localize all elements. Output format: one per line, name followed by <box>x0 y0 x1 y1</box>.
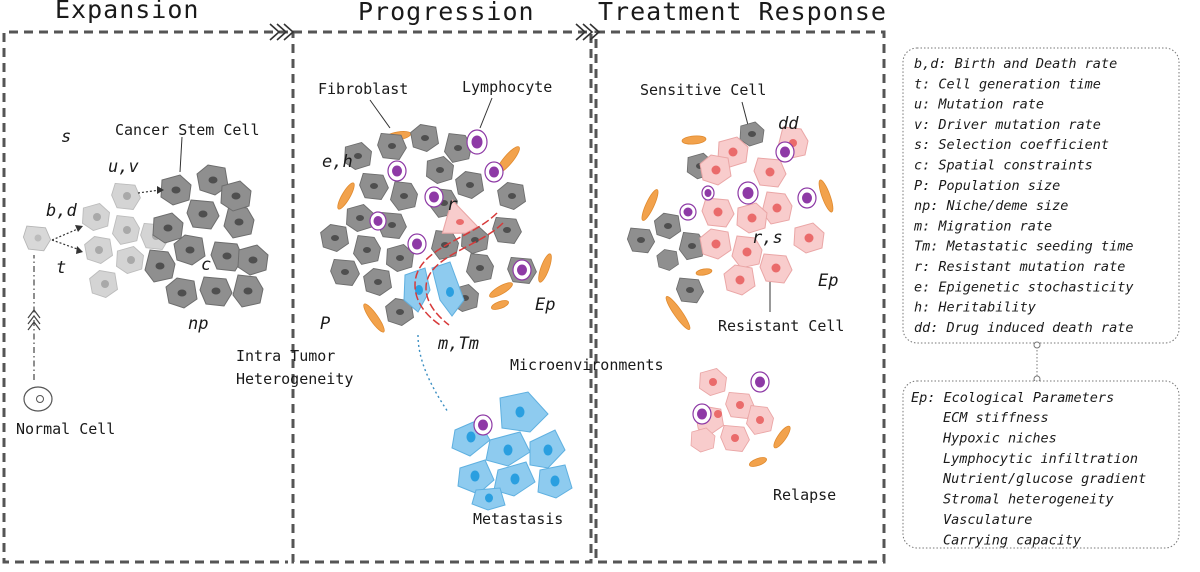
legend-connector-top <box>1033 341 1041 349</box>
normal-cell-label: Normal Cell <box>16 420 115 438</box>
stem-cell-pointer <box>179 136 183 173</box>
param-eh: e,h <box>322 152 353 172</box>
division-arrowheads <box>75 225 83 254</box>
lymphocytes <box>369 129 532 281</box>
legend-ecology-item: Lymphocytic infiltration <box>943 451 1138 467</box>
ecology-legend-box <box>902 380 1180 549</box>
legend-ecology-item: Hypoxic niches <box>942 430 1057 446</box>
legend-param-item: s: Selection coefficient <box>914 137 1109 153</box>
heterogeneity-label: Heterogeneity <box>236 370 353 388</box>
param-rs: r,s <box>752 228 783 248</box>
stem-cell-cluster <box>144 164 269 309</box>
stage-arrow-2 <box>575 23 601 41</box>
growth-arrow <box>27 255 41 380</box>
param-Ep: Ep <box>535 295 555 315</box>
legend-param-item: np: Niche/deme size <box>914 198 1068 214</box>
stage-arrow-1 <box>269 23 295 41</box>
legend-param-item: h: Heritability <box>914 300 1037 316</box>
legend-ecology-item: Carrying capacity <box>943 532 1082 548</box>
progression-pink-cells <box>441 199 479 234</box>
panel-frames <box>2 30 886 564</box>
legend-param-item: Tm: Metastatic seeding time <box>914 239 1133 255</box>
legend-param-item: m: Migration rate <box>913 218 1052 234</box>
sensitive-cell-label: Sensitive Cell <box>640 81 766 99</box>
parameters-legend: b,d: Birth and Death rate t: Cell generat… <box>913 56 1134 336</box>
legend-param-item: e: Epigenetic stochasticity <box>914 279 1134 295</box>
treatment-lymphocytes <box>679 141 817 221</box>
mutation-arrow <box>137 186 164 194</box>
relapse-label: Relapse <box>773 486 836 504</box>
param-r: r <box>447 195 458 215</box>
migrating-blue-cells <box>403 261 465 317</box>
param-uv: u,v <box>108 157 139 177</box>
param-c: c <box>201 255 211 275</box>
legend-param-item: b,d: Birth and Death rate <box>914 56 1117 72</box>
legend-param-item: c: Spatial constraints <box>914 158 1093 174</box>
sensitive-pointer <box>741 101 749 126</box>
param-P: P <box>320 314 330 334</box>
progression-gray-nuclei <box>331 135 526 315</box>
param-s: s <box>61 127 71 147</box>
stem-cell-nuclei <box>155 176 258 297</box>
legend-ecology-item: Nutrient/glucose gradient <box>942 471 1146 487</box>
progression-gray-cells <box>320 124 537 326</box>
intra-tumor-label: Intra Tumor <box>236 347 335 365</box>
stage-title-progression: Progression <box>358 0 535 26</box>
treatment-frame <box>594 30 886 564</box>
division-arrows <box>51 227 81 251</box>
treatment-fibroblasts <box>641 135 834 467</box>
legend-ecology-item: Vasculature <box>943 512 1032 528</box>
ecology-legend-title: Ep: Ecological Parameters <box>911 390 1114 406</box>
microenvironments-label: Microenvironments <box>510 356 664 374</box>
expansion-frame <box>2 30 288 564</box>
param-np: np <box>188 314 208 334</box>
normal-cell <box>23 386 53 412</box>
treatment-gray-nuclei <box>637 131 756 293</box>
legend-param-item: t: Cell generation time <box>914 76 1101 92</box>
param-mTm: m,Tm <box>437 334 479 354</box>
legend-param-item: r: Resistant mutation rate <box>914 259 1125 275</box>
fibroblast-label: Fibroblast <box>318 80 408 98</box>
legend-ecology-item: Stromal heterogeneity <box>943 492 1115 508</box>
param-t: t <box>56 258 66 278</box>
metastasis-label: Metastasis <box>473 510 563 528</box>
legend-param-item: u: Mutation rate <box>914 97 1044 113</box>
param-bd: b,d <box>46 201 77 221</box>
parameters-legend-box <box>902 47 1180 344</box>
stage-title-treatment: Treatment Response <box>598 0 887 26</box>
stage-title-expansion: Expansion <box>55 0 199 24</box>
invasion-front <box>414 212 504 326</box>
label-pointers <box>369 97 493 129</box>
relapse-cells <box>690 368 774 453</box>
founder-cell <box>22 225 52 252</box>
legend-param-item: P: Population size <box>914 178 1060 194</box>
ecology-legend: ECM stiffness Hypoxic niches Lymphocytic i… <box>942 410 1146 548</box>
resistant-nuclei <box>711 139 814 285</box>
legend-ecology-item: ECM stiffness <box>943 410 1049 426</box>
resistant-cell-label: Resistant Cell <box>718 317 844 335</box>
progression-frame <box>291 30 593 564</box>
param-dd: dd <box>778 114 799 134</box>
legend-param-item: v: Driver mutation rate <box>914 117 1101 133</box>
param-Ep-treatment: Ep <box>818 271 838 291</box>
lymphocyte-label: Lymphocyte <box>462 78 552 96</box>
legend-param-item: dd: Drug induced death rate <box>914 320 1133 336</box>
cancer-stem-cell-label: Cancer Stem Cell <box>115 121 260 139</box>
metastasis-cells <box>451 391 573 511</box>
